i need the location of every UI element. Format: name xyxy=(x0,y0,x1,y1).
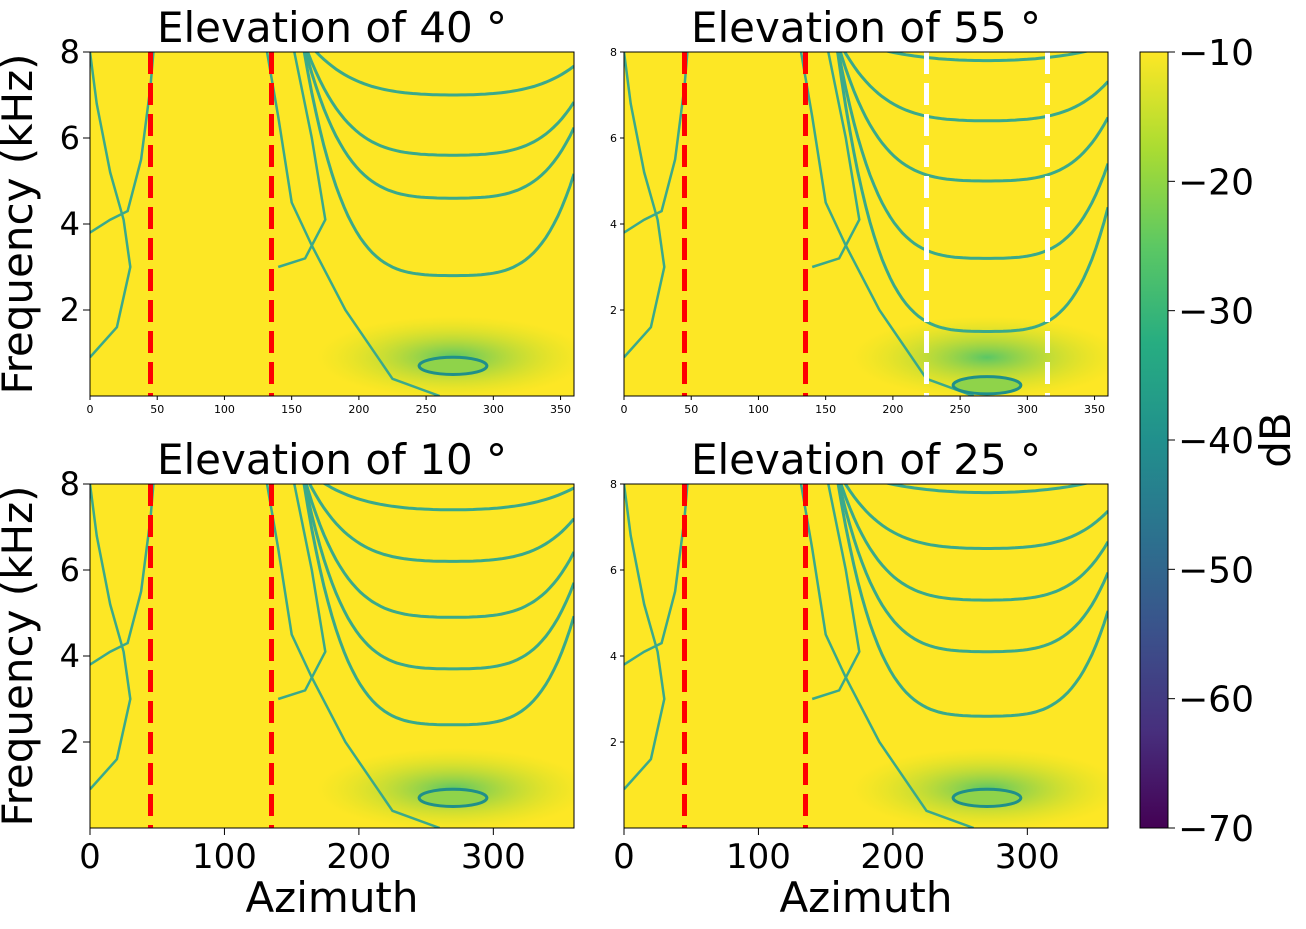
null-contour xyxy=(322,484,574,512)
null-contour xyxy=(304,484,574,619)
null-contour xyxy=(811,52,861,269)
null-contour xyxy=(624,52,666,359)
x-tick-label: 0 xyxy=(87,403,94,416)
x-axis-label: Azimuth xyxy=(245,873,418,922)
x-tick-label: 300 xyxy=(461,837,526,877)
x-tick-label: 200 xyxy=(860,837,925,877)
y-tick-label: 8 xyxy=(60,33,80,71)
minimum-ellipse xyxy=(951,787,1023,809)
null-contour xyxy=(836,52,1108,260)
x-tick-label: 200 xyxy=(326,837,391,877)
x-tick-label: 150 xyxy=(281,403,302,416)
y-tick-label: 6 xyxy=(60,551,80,589)
colorbar-tick-label: −10 xyxy=(1178,33,1254,74)
colorbar-gradient xyxy=(1139,51,1169,829)
null-contour xyxy=(811,484,861,701)
null-contour xyxy=(90,52,132,359)
y-tick-label: 4 xyxy=(60,205,80,243)
y-tick-label: 8 xyxy=(610,478,617,491)
null-contour xyxy=(303,484,574,671)
colorbar-label: dB xyxy=(1251,412,1300,467)
null-contour xyxy=(624,484,689,666)
x-tick-label: 150 xyxy=(815,403,836,416)
null-contour xyxy=(308,484,574,563)
null-contour xyxy=(90,484,132,791)
null-contour xyxy=(302,484,574,727)
x-tick-label: 100 xyxy=(726,837,791,877)
colorbar-tick-label: −70 xyxy=(1178,809,1254,850)
minimum-ellipse xyxy=(951,375,1023,396)
x-tick-label: 350 xyxy=(1084,403,1105,416)
minimum-ellipse xyxy=(417,355,489,376)
x-tick-label: 0 xyxy=(79,837,101,877)
x-tick-label: 100 xyxy=(748,403,769,416)
x-tick-label: 300 xyxy=(1017,403,1038,416)
low-level-region xyxy=(851,316,1108,396)
y-tick-label: 4 xyxy=(610,650,617,663)
y-tick-label: 2 xyxy=(60,723,80,761)
x-tick-label: 300 xyxy=(995,837,1060,877)
x-tick-label: 350 xyxy=(550,403,571,416)
colorbar-tick-label: −50 xyxy=(1178,550,1254,591)
null-contour xyxy=(314,52,574,97)
heatmap-panel-3: Elevation of 10 ° 0 100 200 300 2 4 6 8 Frequency… xyxy=(0,435,575,922)
null-contour xyxy=(835,52,1108,333)
null-contour xyxy=(277,52,327,269)
null-contour xyxy=(277,484,327,701)
panel-title: Elevation of 10 ° xyxy=(157,435,507,484)
minimum-ellipse xyxy=(417,787,489,809)
y-tick-label: 2 xyxy=(610,304,617,317)
x-tick-label: 50 xyxy=(684,403,698,416)
x-tick-label: 0 xyxy=(621,403,628,416)
x-tick-label: 250 xyxy=(950,403,971,416)
x-tick-label: 0 xyxy=(613,837,635,877)
colorbar-tick-label: −40 xyxy=(1178,421,1254,462)
null-contour xyxy=(839,484,1108,602)
y-tick-label: 6 xyxy=(60,119,80,157)
panel-title: Elevation of 40 ° xyxy=(157,3,507,52)
x-tick-label: 50 xyxy=(150,403,164,416)
y-axis-label: Frequency (kHz) xyxy=(0,485,42,826)
y-tick-label: 6 xyxy=(610,132,617,145)
panel-title: Elevation of 25 ° xyxy=(691,435,1041,484)
null-contour xyxy=(90,52,155,234)
null-contour xyxy=(304,52,574,200)
null-contour xyxy=(837,484,1108,654)
y-tick-label: 4 xyxy=(60,637,80,675)
null-contour xyxy=(843,484,1108,550)
null-contour xyxy=(90,484,155,666)
null-contour xyxy=(624,52,689,234)
null-contour xyxy=(884,484,1090,495)
colorbar-tick-label: −60 xyxy=(1178,680,1254,721)
x-tick-label: 200 xyxy=(882,403,903,416)
colorbar: −10 −20 −30 −40 −50 −60 −70 dB xyxy=(1139,33,1300,850)
panel-title: Elevation of 55 ° xyxy=(691,3,1041,52)
null-contour xyxy=(624,484,666,791)
y-axis-label: Frequency (kHz) xyxy=(0,53,42,394)
x-axis-label: Azimuth xyxy=(779,873,952,922)
null-contour xyxy=(306,52,574,157)
null-contour xyxy=(843,52,1108,123)
x-tick-label: 250 xyxy=(416,403,437,416)
heatmap-panel-2: Elevation of 55 ° 0 50 100 150 200 250 300 350 2 4… xyxy=(610,3,1109,416)
x-tick-label: 200 xyxy=(348,403,369,416)
heatmap-panel-1: Elevation of 40 ° 0 50 100 150 200 250 300 350 2 4… xyxy=(0,3,575,416)
null-contour xyxy=(884,52,1090,63)
x-tick-label: 100 xyxy=(214,403,235,416)
null-contour xyxy=(836,484,1108,718)
x-tick-label: 300 xyxy=(483,403,504,416)
x-tick-label: 100 xyxy=(192,837,257,877)
y-tick-label: 6 xyxy=(610,564,617,577)
y-tick-label: 2 xyxy=(610,736,617,749)
y-tick-label: 4 xyxy=(610,218,617,231)
null-contour xyxy=(302,52,574,278)
y-tick-label: 2 xyxy=(60,291,80,329)
y-tick-label: 8 xyxy=(60,465,80,503)
colorbar-tick-label: −30 xyxy=(1178,292,1254,333)
colorbar-tick-label: −20 xyxy=(1178,162,1254,203)
heatmap-panel-4: Elevation of 25 ° 0 100 200 300 2 4 6 8 Azimuth xyxy=(610,435,1109,922)
null-contour xyxy=(838,52,1108,183)
y-tick-label: 8 xyxy=(610,46,617,59)
